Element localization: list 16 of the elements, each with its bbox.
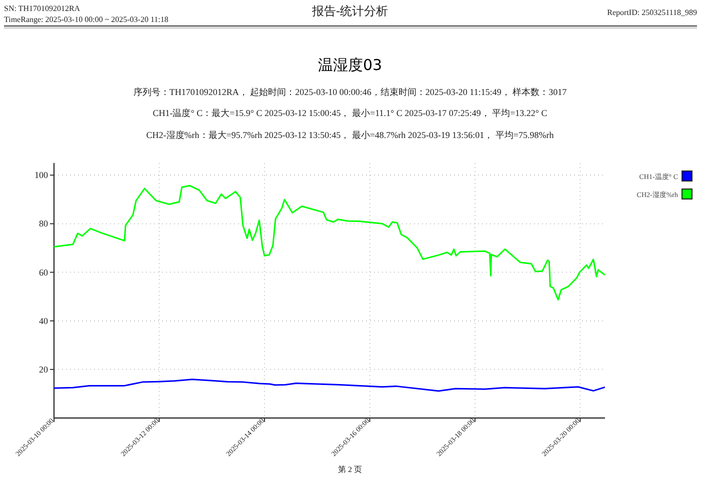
y-tick-label: 80 <box>39 218 48 229</box>
y-tick-label: 20 <box>39 364 48 374</box>
y-tick-label: 60 <box>39 267 48 278</box>
text: CH2-湿度%rh：最大=95.7%rh 2025-03-12 13:50:45， 最小=48.7%rh 2025-03-19 13:56:01， 平均=75.98%rh <box>146 130 554 140</box>
text: CH1-温度° C：最大=15.9° C 2025-03-12 15:00:45， 最小=11.1° C 2025-03-17 07:25:49， 平均=13.22° C <box>152 108 548 118</box>
line-series <box>53 184 606 300</box>
text: SN: TH1701092012RA <box>4 4 80 13</box>
line-series <box>53 378 606 392</box>
text: 第 2 页 <box>338 465 362 474</box>
text: 序列号：TH1701092012RA， 起始时间：2025-03-10 00:00:46，结束时间：2025-03-20 11:15:49， 样本数：3017 <box>133 87 568 97</box>
y-tick-label: 40 <box>39 316 48 326</box>
text: ReportID: 2503251118_989 <box>607 8 697 17</box>
y-tick-label: 100 <box>34 170 48 180</box>
chart-title: 温湿度03 <box>318 56 382 74</box>
text: TimeRange: 2025-03-10 00:00 ~ 2025-03-20 11:18 <box>4 15 168 24</box>
text: 报告-统计分析 <box>310 4 388 18</box>
